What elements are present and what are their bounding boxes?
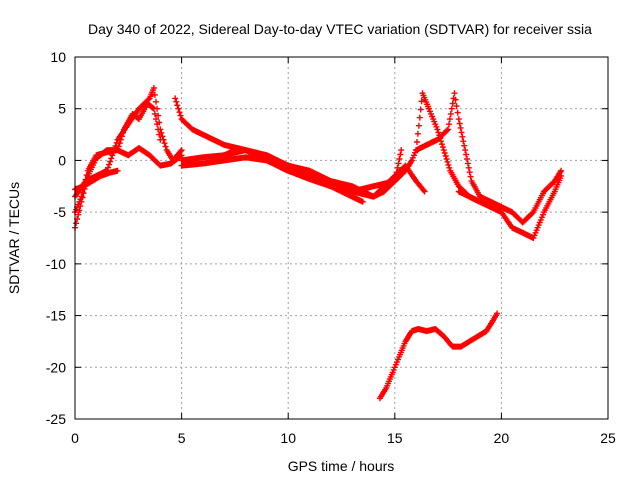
x-tick-label: 15: [387, 430, 403, 446]
y-tick-label: 10: [50, 49, 66, 65]
chart-title: Day 340 of 2022, Sidereal Day-to-day VTE…: [88, 21, 592, 37]
y-tick-label: -20: [46, 359, 66, 375]
y-tick-label: 5: [58, 101, 66, 117]
series-layer: [72, 85, 565, 402]
series-arc-11: [455, 172, 565, 241]
y-tick-label: 0: [58, 152, 66, 168]
plus-markers: [376, 310, 501, 402]
y-tick-label: -10: [46, 256, 66, 272]
plus-markers: [455, 172, 565, 241]
series-arc-12: [376, 310, 501, 402]
plus-markers: [413, 90, 565, 226]
series-arc-10: [413, 90, 565, 226]
y-tick-label: -5: [54, 204, 67, 220]
y-tick-label: -25: [46, 411, 66, 427]
plus-markers: [221, 147, 398, 200]
y-axis-label: SDTVAR / TECUs: [6, 182, 22, 294]
x-tick-label: 5: [178, 430, 186, 446]
x-tick-label: 20: [494, 430, 510, 446]
plot-frame: [74, 56, 609, 420]
x-tick-label: 0: [71, 430, 79, 446]
x-tick-label: 25: [600, 430, 616, 446]
tick-labels: 0 5 10 15 20 25 10 5 0 -5 -10 -15 -20 -25: [46, 49, 616, 446]
series-arc-8: [221, 147, 398, 200]
x-tick-label: 10: [280, 430, 296, 446]
x-axis-label: GPS time / hours: [288, 458, 395, 474]
grid-lines: [75, 57, 608, 419]
y-tick-label: -15: [46, 308, 66, 324]
